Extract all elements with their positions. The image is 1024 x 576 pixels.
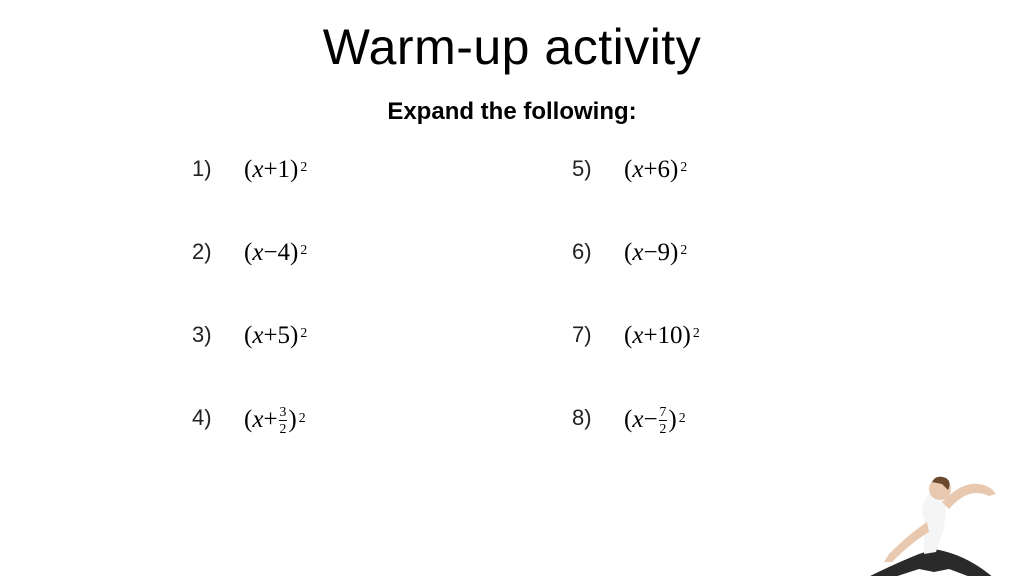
problem-expression: (x+5)2: [244, 322, 305, 350]
problem-expression: (x+6)2: [624, 156, 685, 184]
operator: +: [643, 156, 657, 184]
problem-item: 5) (x+6)2: [572, 156, 832, 184]
problem-number: 8): [572, 405, 624, 431]
fraction-numerator: 7: [659, 405, 668, 420]
fraction-numerator: 3: [279, 405, 288, 420]
problem-grid: 1) (x+1)2 5) (x+6)2 2) (x−4)2 6) (x−9)2 …: [192, 156, 832, 436]
operator: +: [263, 406, 277, 434]
problem-number: 2): [192, 239, 244, 265]
problem-number: 3): [192, 322, 244, 348]
fraction: 72: [659, 405, 668, 436]
operator: +: [263, 156, 277, 184]
problem-expression: (x+32)2: [244, 405, 304, 436]
problem-item: 4) (x+32)2: [192, 405, 452, 436]
operand: 9: [658, 239, 671, 267]
operand: 10: [658, 322, 683, 350]
problem-item: 8) (x−72)2: [572, 405, 832, 436]
stretching-person-image: [824, 434, 1024, 576]
fraction: 32: [279, 405, 288, 436]
problem-expression: (x−4)2: [244, 239, 305, 267]
operand: 1: [278, 156, 291, 184]
problem-expression: (x−9)2: [624, 239, 685, 267]
problem-number: 6): [572, 239, 624, 265]
problem-item: 6) (x−9)2: [572, 239, 832, 267]
operator: −: [643, 406, 657, 434]
page-title: Warm-up activity: [0, 18, 1024, 76]
operator: +: [263, 322, 277, 350]
problem-number: 1): [192, 156, 244, 182]
problem-number: 5): [572, 156, 624, 182]
problem-number: 7): [572, 322, 624, 348]
fraction-denominator: 2: [279, 420, 288, 436]
operator: +: [643, 322, 657, 350]
problem-expression: (x+10)2: [624, 322, 698, 350]
operand: 6: [658, 156, 671, 184]
operator: −: [263, 239, 277, 267]
problem-item: 1) (x+1)2: [192, 156, 452, 184]
fraction-denominator: 2: [659, 420, 668, 436]
operator: −: [643, 239, 657, 267]
operand: 4: [278, 239, 291, 267]
operand: 5: [278, 322, 291, 350]
problem-number: 4): [192, 405, 244, 431]
problem-expression: (x−72)2: [624, 405, 684, 436]
instruction-text: Expand the following:: [0, 98, 1024, 126]
problem-item: 3) (x+5)2: [192, 322, 452, 350]
problem-expression: (x+1)2: [244, 156, 305, 184]
problem-item: 7) (x+10)2: [572, 322, 832, 350]
problem-item: 2) (x−4)2: [192, 239, 452, 267]
